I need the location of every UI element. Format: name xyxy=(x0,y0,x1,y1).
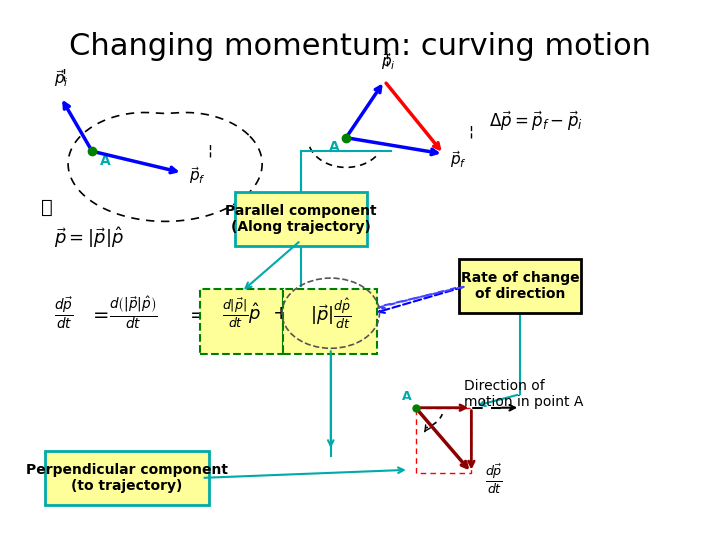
Text: $|\vec{p}|\frac{d\hat{p}}{dt}$: $|\vec{p}|\frac{d\hat{p}}{dt}$ xyxy=(310,296,351,330)
FancyBboxPatch shape xyxy=(200,289,284,354)
Text: $\vec{p}_f$: $\vec{p}_f$ xyxy=(189,165,207,186)
Text: $\frac{d|\vec{p}|}{dt}\hat{p}$: $\frac{d|\vec{p}|}{dt}\hat{p}$ xyxy=(222,296,261,330)
Text: $\Delta\vec{p} = \vec{p}_f - \vec{p}_i$: $\Delta\vec{p} = \vec{p}_f - \vec{p}_i$ xyxy=(489,110,582,133)
Text: A: A xyxy=(402,389,411,403)
FancyBboxPatch shape xyxy=(284,289,377,354)
Text: 🐝: 🐝 xyxy=(41,198,53,218)
Text: Direction of
motion in point A: Direction of motion in point A xyxy=(464,379,584,409)
FancyBboxPatch shape xyxy=(235,192,367,246)
Text: A: A xyxy=(100,154,111,168)
Text: $\vec{p}_f$: $\vec{p}_f$ xyxy=(451,148,467,170)
Text: Perpendicular component
(to trajectory): Perpendicular component (to trajectory) xyxy=(26,463,228,493)
Text: $\vec{p} = |\vec{p}|\hat{p}$: $\vec{p} = |\vec{p}|\hat{p}$ xyxy=(54,225,123,250)
Text: $+$: $+$ xyxy=(271,303,288,323)
Text: $\frac{d\vec{p}}{dt}$: $\frac{d\vec{p}}{dt}$ xyxy=(485,462,503,496)
Text: A: A xyxy=(328,140,339,154)
Text: Changing momentum: curving motion: Changing momentum: curving motion xyxy=(69,32,651,62)
Text: $\vec{p}_i$: $\vec{p}_i$ xyxy=(381,51,396,72)
FancyBboxPatch shape xyxy=(459,259,581,313)
Text: $\frac{d\left(|\vec{p}|\hat{p}\right)}{dt}$: $\frac{d\left(|\vec{p}|\hat{p}\right)}{d… xyxy=(109,294,158,332)
Text: $=$: $=$ xyxy=(89,303,109,323)
Text: $\frac{d\vec{p}}{dt}$: $\frac{d\vec{p}}{dt}$ xyxy=(54,295,73,331)
Text: $=$: $=$ xyxy=(186,303,207,323)
FancyBboxPatch shape xyxy=(45,451,209,505)
Text: Rate of change
of direction: Rate of change of direction xyxy=(461,271,580,301)
Text: Parallel component
(Along trajectory): Parallel component (Along trajectory) xyxy=(225,204,377,234)
Text: $\vec{p}_i$: $\vec{p}_i$ xyxy=(54,68,68,89)
